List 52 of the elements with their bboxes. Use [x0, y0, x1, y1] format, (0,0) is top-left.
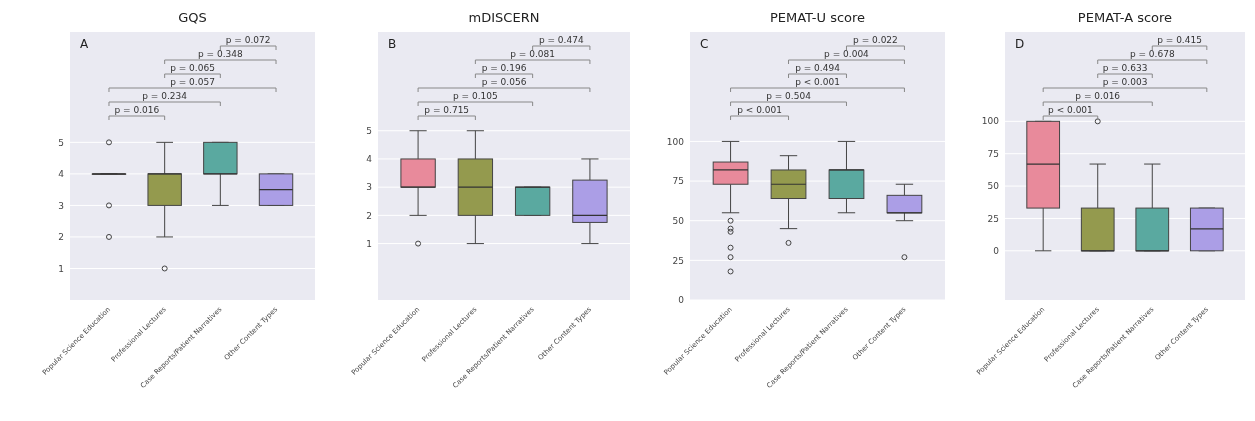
chart-title: PEMAT-A score — [1077, 10, 1173, 25]
annotation: p = 0.065 — [170, 63, 215, 73]
y-tick-label: 25 — [672, 255, 684, 266]
y-tick-label: 2 — [366, 210, 372, 221]
y-tick-label: 3 — [58, 200, 64, 211]
annotation: p = 0.348 — [197, 49, 243, 59]
annotation: p = 0.072 — [225, 35, 271, 45]
annotation: p = 0.016 — [1075, 91, 1121, 101]
annotation: p = 0.105 — [452, 91, 498, 101]
annotation: p = 0.057 — [170, 77, 215, 87]
annotation: p = 0.196 — [481, 63, 527, 73]
annotation: p = 0.016 — [114, 105, 160, 115]
y-tick-label: 0 — [678, 295, 685, 306]
chart-title: GQS — [178, 10, 207, 25]
annotation: p = 0.504 — [766, 91, 812, 101]
annotation: p = 0.633 — [1102, 63, 1148, 73]
y-tick-label: 1 — [366, 238, 372, 249]
annotation: A — [80, 37, 89, 51]
y-tick-label: 75 — [987, 148, 999, 159]
annotation: p = 0.678 — [1129, 49, 1175, 59]
chart-title: mDISCERN — [468, 10, 540, 25]
annotation: p < 0.001 — [1048, 105, 1093, 115]
y-tick-label: 4 — [58, 169, 65, 180]
annotation: B — [388, 37, 397, 51]
annotation: p < 0.001 — [795, 77, 840, 87]
annotation: p = 0.715 — [424, 105, 470, 115]
annotation: D — [1015, 37, 1025, 51]
annotation: p = 0.022 — [853, 35, 898, 45]
annotation: p = 0.494 — [795, 63, 841, 73]
y-tick-label: 5 — [366, 125, 372, 136]
annotation: p = 0.056 — [481, 77, 527, 87]
annotation: p < 0.001 — [737, 105, 782, 115]
y-tick-label: 1 — [58, 263, 64, 274]
annotation: p = 0.081 — [510, 49, 556, 59]
y-tick-label: 3 — [366, 182, 372, 193]
annotation: p = 0.004 — [824, 49, 870, 59]
y-tick-label: 2 — [58, 232, 64, 243]
annotation: p = 0.474 — [538, 35, 584, 45]
y-tick-label: 50 — [987, 181, 1000, 192]
y-tick-label: 25 — [987, 213, 999, 224]
annotation: p = 0.003 — [1102, 77, 1148, 87]
y-tick-label: 75 — [672, 176, 684, 187]
y-tick-label: 4 — [366, 154, 373, 165]
y-tick-label: 50 — [672, 215, 685, 226]
annotation: p = 0.234 — [142, 91, 188, 101]
annotation: C — [700, 37, 709, 51]
chart-title: PEMAT-U score — [769, 10, 866, 25]
y-tick-label: 100 — [666, 136, 685, 147]
y-tick-label: 100 — [981, 116, 1000, 127]
y-tick-label: 0 — [993, 245, 1000, 256]
annotation: p = 0.415 — [1157, 35, 1202, 45]
y-tick-label: 5 — [58, 137, 64, 148]
